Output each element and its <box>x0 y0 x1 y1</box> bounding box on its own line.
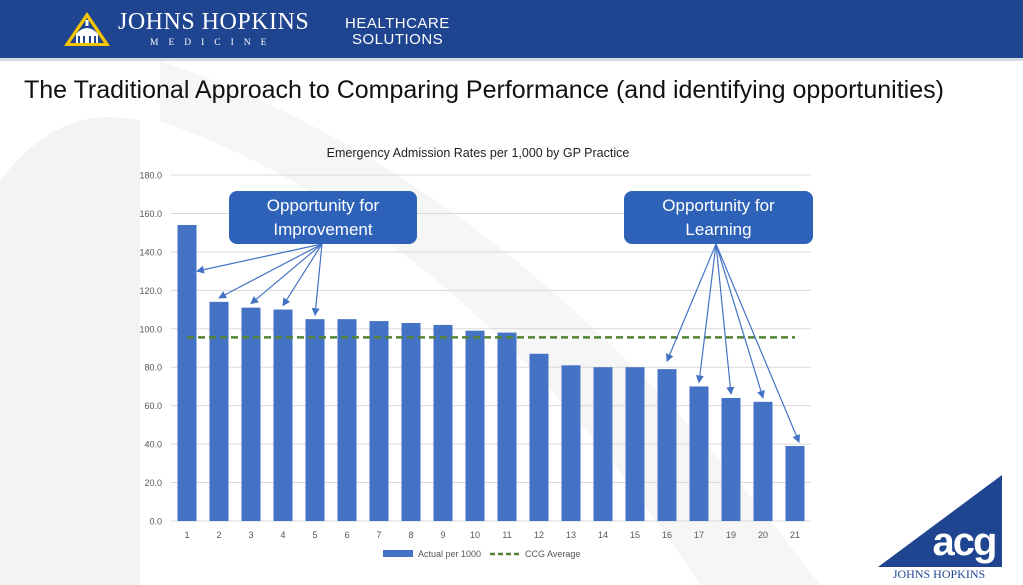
bar-practice-20 <box>753 401 773 521</box>
bar-practice-7 <box>369 321 389 521</box>
callout-opportunity-improvement: Opportunity for Improvement <box>229 191 417 244</box>
callout-arrows <box>196 243 800 443</box>
improvement-arrow <box>311 243 323 317</box>
y-tick-label: 180.0 <box>139 171 162 181</box>
learning-arrow <box>695 243 717 384</box>
bar-practice-16 <box>657 369 677 521</box>
learning-arrow <box>715 243 735 395</box>
y-tick-label: 160.0 <box>139 209 162 219</box>
x-tick-label: 15 <box>630 530 640 540</box>
bar-practice-21 <box>785 446 805 521</box>
legend-swatch-actual <box>383 550 413 557</box>
header-divider <box>0 58 1023 61</box>
bar-practice-14 <box>593 367 613 521</box>
learning-arrow <box>715 243 765 399</box>
bar-practice-19 <box>721 397 741 521</box>
callout-learning-line1: Opportunity for <box>662 196 775 215</box>
y-tick-label: 120.0 <box>139 286 162 296</box>
legend-label-actual: Actual per 1000 <box>418 549 481 559</box>
x-tick-label: 8 <box>408 530 413 540</box>
y-tick-label: 60.0 <box>144 401 162 411</box>
bar-practice-15 <box>625 367 645 521</box>
x-tick-label: 11 <box>502 530 511 540</box>
x-tick-label: 14 <box>598 530 608 540</box>
x-tick-label: 21 <box>790 530 800 540</box>
x-tick-label: 19 <box>726 530 736 540</box>
x-tick-label: 10 <box>470 530 480 540</box>
y-tick-label: 0.0 <box>149 517 162 527</box>
x-tick-label: 4 <box>280 530 285 540</box>
bars <box>177 224 805 521</box>
org-subtitle: MEDICINE <box>150 38 277 48</box>
slide-title: The Traditional Approach to Comparing Pe… <box>24 76 944 104</box>
bar-practice-2 <box>209 301 229 521</box>
x-tick-label: 1 <box>184 530 189 540</box>
header-bar: JOHNS HOPKINS MEDICINE HEALTHCARE SOLUTI… <box>0 0 1023 58</box>
bar-practice-3 <box>241 307 261 521</box>
y-tick-label: 80.0 <box>144 363 162 373</box>
x-tick-label: 13 <box>566 530 576 540</box>
x-axis-ticks: 1 2 3 4 5 6 7 8 9 10 11 12 13 14 15 16 17 19 20 21 <box>184 530 800 540</box>
bar-practice-1 <box>177 224 197 521</box>
x-tick-label: 16 <box>662 530 672 540</box>
x-tick-label: 12 <box>534 530 544 540</box>
improvement-arrow <box>282 243 323 307</box>
chart-title: Emergency Admission Rates per 1,000 by G… <box>327 146 630 160</box>
x-tick-label: 2 <box>216 530 221 540</box>
x-tick-label: 5 <box>312 530 317 540</box>
y-tick-label: 40.0 <box>144 440 162 450</box>
x-tick-label: 7 <box>376 530 381 540</box>
bar-practice-8 <box>401 323 421 521</box>
improvement-arrow <box>196 243 323 274</box>
y-tick-label: 100.0 <box>139 324 162 334</box>
callout-improvement-line1: Opportunity for <box>266 196 380 215</box>
bar-practice-12 <box>529 353 549 521</box>
org-name: JOHNS HOPKINS <box>118 9 310 35</box>
unit-name-line1: HEALTHCARE <box>345 15 450 32</box>
acg-logo-caption: JOHNS HOPKINS <box>893 567 985 581</box>
callout-learning-line2: Learning <box>685 220 752 239</box>
bar-practice-13 <box>561 365 581 521</box>
bar-practice-5 <box>305 319 325 521</box>
x-tick-label: 17 <box>694 530 704 540</box>
unit-name-line2: SOLUTIONS <box>352 31 444 48</box>
chart-legend: Actual per 1000 CCG Average <box>383 549 580 559</box>
callout-improvement-line2: Improvement <box>273 220 373 239</box>
bar-practice-17 <box>689 386 709 521</box>
y-axis-ticks: 0.0 20.0 40.0 60.0 80.0 100.0 120.0 140.0 160.0 1… <box>139 171 162 527</box>
bar-practice-4 <box>273 309 293 521</box>
callout-opportunity-learning: Opportunity for Learning <box>624 191 813 244</box>
acg-logo-mark: acg <box>933 520 996 564</box>
legend-label-ccg-average: CCG Average <box>525 549 580 559</box>
x-tick-label: 9 <box>440 530 445 540</box>
johns-hopkins-dome-logo <box>64 12 110 46</box>
bar-practice-6 <box>337 319 357 521</box>
learning-arrow <box>715 243 800 443</box>
bar-practice-10 <box>465 330 485 521</box>
improvement-arrow <box>250 243 323 305</box>
improvement-arrow <box>218 243 323 299</box>
bar-practice-9 <box>433 324 453 521</box>
y-tick-label: 20.0 <box>144 478 162 488</box>
bar-practice-11 <box>497 332 517 521</box>
learning-arrow <box>666 243 717 363</box>
x-tick-label: 6 <box>344 530 349 540</box>
acg-johns-hopkins-logo: acg JOHNS HOPKINS <box>878 475 1002 581</box>
x-tick-label: 20 <box>758 530 768 540</box>
x-tick-label: 3 <box>248 530 253 540</box>
y-tick-label: 140.0 <box>139 247 162 257</box>
